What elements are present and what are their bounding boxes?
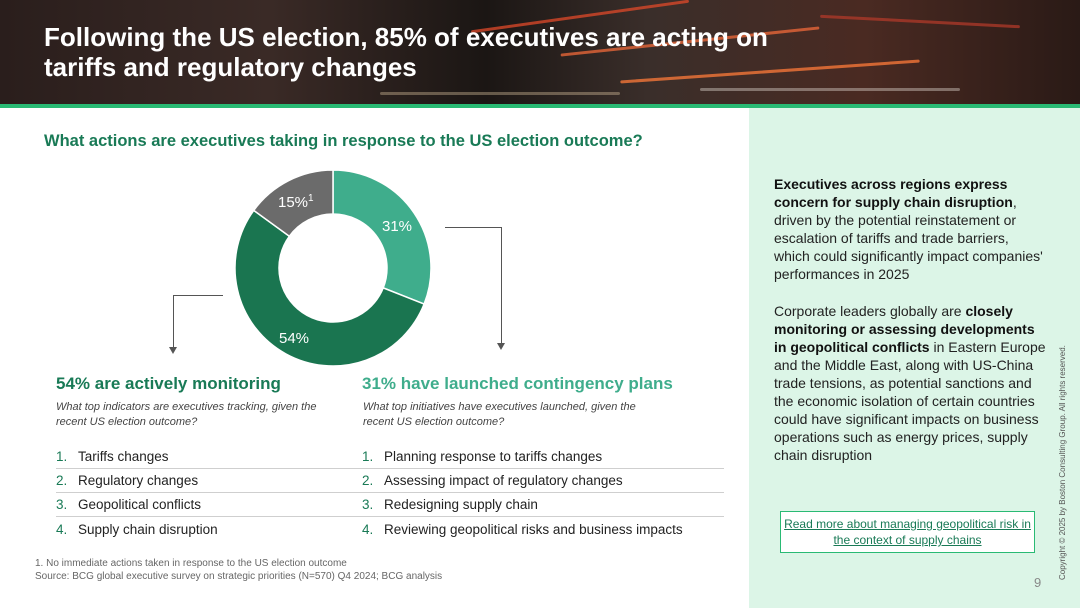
left-connector-h xyxy=(173,295,223,296)
contingency-item-3: 3. Redesigning supply chain xyxy=(362,493,724,517)
left-arrow-icon xyxy=(169,347,177,354)
contingency-item-label: Reviewing geopolitical risks and busines… xyxy=(384,521,683,537)
monitoring-item-label: Tariffs changes xyxy=(78,449,169,464)
contingency-item-number: 4. xyxy=(362,521,374,537)
label-15-value: 15% xyxy=(278,194,309,211)
monitoring-item-number: 3. xyxy=(56,497,68,512)
monitoring-item-2: 2. Regulatory changes xyxy=(56,469,362,493)
insight-1-rest: , driven by the potential reinstatement … xyxy=(774,194,1043,282)
monitoring-item-3: 3. Geopolitical conflicts xyxy=(56,493,362,517)
contingency-item-1: 1. Planning response to tariffs changes xyxy=(362,445,724,469)
read-more-link[interactable]: Read more about managing geopolitical ri… xyxy=(780,511,1035,553)
label-15: 15%1 xyxy=(278,193,314,211)
section-question: What actions are executives taking in re… xyxy=(44,132,643,150)
slice-monitoring xyxy=(234,209,426,367)
contingency-item-label: Assessing impact of regulatory changes xyxy=(384,473,623,488)
monitoring-item-number: 4. xyxy=(56,521,68,537)
header-divider xyxy=(0,104,1080,108)
contingency-subheading: What top initiatives have executives lau… xyxy=(363,401,636,428)
contingency-item-number: 1. xyxy=(362,449,374,464)
insight-1-bold: Executives across regions express concer… xyxy=(774,176,1013,210)
monitoring-list: 1. Tariffs changes 2. Regulatory changes 3. G… xyxy=(56,445,362,541)
label-54: 54% xyxy=(279,330,310,347)
label-31: 31% xyxy=(382,218,413,235)
left-connector-v xyxy=(173,295,174,349)
contingency-item-label: Planning response to tariffs changes xyxy=(384,449,603,464)
right-connector-v xyxy=(501,227,502,345)
insight-2-rest: in Eastern Europe and the Middle East, a… xyxy=(774,339,1046,463)
insight-paragraph-1: Executives across regions express concer… xyxy=(774,175,1046,283)
contingency-item-label: Redesigning supply chain xyxy=(384,497,538,512)
right-arrow-icon xyxy=(497,343,505,350)
contingency-item-number: 3. xyxy=(362,497,374,512)
contingency-heading: 31% have launched contingency plans xyxy=(362,374,673,393)
contingency-item-4: 4. Reviewing geopolitical risks and busin… xyxy=(362,517,724,541)
donut-chart xyxy=(234,169,432,367)
contingency-item-number: 2. xyxy=(362,473,374,488)
monitoring-item-1: 1. Tariffs changes xyxy=(56,445,362,469)
monitoring-item-label: Regulatory changes xyxy=(78,473,199,488)
insight-paragraph-2: Corporate leaders globally are closely m… xyxy=(774,302,1046,464)
insight-2-bold: closely monitoring or assessing developm… xyxy=(774,303,1035,355)
monitoring-item-number: 1. xyxy=(56,449,68,464)
header-banner: Following the US election, 85% of execut… xyxy=(0,0,1080,104)
footnotes: 1. No immediate actions taken in respons… xyxy=(35,557,442,583)
right-connector-h xyxy=(445,227,501,228)
footnote-source: Source: BCG global executive survey on s… xyxy=(35,571,443,582)
page-number: 9 xyxy=(1034,575,1042,590)
footnote-marker: 1 xyxy=(308,193,314,204)
slice-contingency xyxy=(332,169,432,306)
contingency-item-2: 2. Assessing impact of regulatory changes xyxy=(362,469,724,493)
monitoring-subheading: What top indicators are executives track… xyxy=(56,401,317,428)
monitoring-heading: 54% are actively monitoring xyxy=(56,374,281,393)
monitoring-item-label: Geopolitical conflicts xyxy=(78,497,202,512)
insight-2-start: Corporate leaders globally are xyxy=(774,303,966,319)
footnote-note: 1. No immediate actions taken in respons… xyxy=(35,558,347,569)
monitoring-item-number: 2. xyxy=(56,473,68,488)
page-title: Following the US election, 85% of execut… xyxy=(44,22,768,82)
slice-no-action xyxy=(252,169,334,238)
monitoring-item-4: 4. Supply chain disruption xyxy=(56,517,362,541)
copyright-notice: Copyright © 2025 by Boston Consulting Gr… xyxy=(1058,345,1067,580)
monitoring-item-label: Supply chain disruption xyxy=(78,521,218,537)
contingency-list: 1. Planning response to tariffs changes 2.… xyxy=(362,445,724,541)
